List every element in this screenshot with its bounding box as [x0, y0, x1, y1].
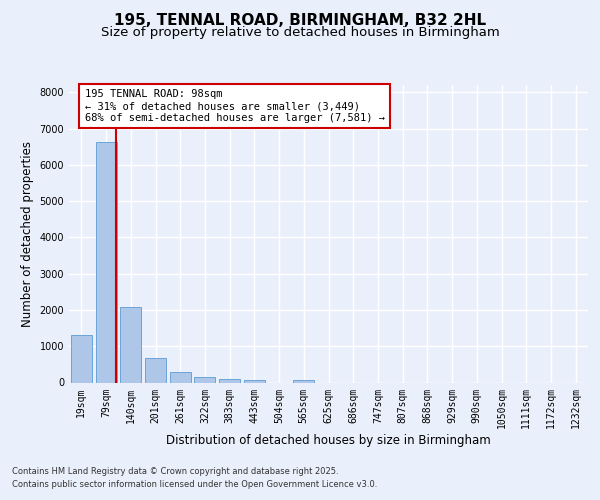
Y-axis label: Number of detached properties: Number of detached properties	[21, 141, 34, 327]
X-axis label: Distribution of detached houses by size in Birmingham: Distribution of detached houses by size …	[166, 434, 491, 447]
Bar	[293, 380, 314, 382]
Text: 195 TENNAL ROAD: 98sqm
← 31% of detached houses are smaller (3,449)
68% of semi-: 195 TENNAL ROAD: 98sqm ← 31% of detached…	[85, 90, 385, 122]
Bar	[219, 379, 240, 382]
Bar	[95, 142, 116, 382]
Bar	[244, 380, 265, 382]
Bar	[170, 372, 191, 382]
Text: Contains public sector information licensed under the Open Government Licence v3: Contains public sector information licen…	[12, 480, 377, 489]
Text: Contains HM Land Registry data © Crown copyright and database right 2025.: Contains HM Land Registry data © Crown c…	[12, 467, 338, 476]
Bar	[120, 307, 141, 382]
Bar	[145, 358, 166, 382]
Bar	[194, 377, 215, 382]
Bar	[71, 335, 92, 382]
Text: Size of property relative to detached houses in Birmingham: Size of property relative to detached ho…	[101, 26, 499, 39]
Text: 195, TENNAL ROAD, BIRMINGHAM, B32 2HL: 195, TENNAL ROAD, BIRMINGHAM, B32 2HL	[114, 13, 486, 28]
